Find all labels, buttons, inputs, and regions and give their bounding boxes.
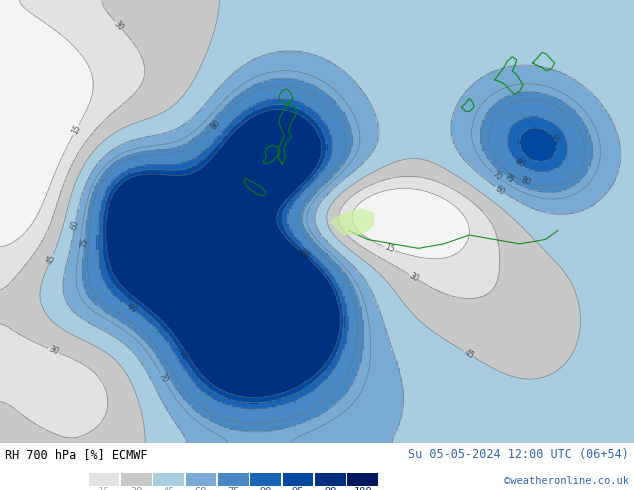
Text: 99: 99	[324, 487, 337, 490]
Text: 70: 70	[157, 371, 169, 385]
Bar	[121, 473, 152, 486]
Text: 70: 70	[490, 170, 503, 183]
Text: 30: 30	[407, 270, 420, 283]
Text: 80: 80	[209, 118, 223, 131]
Text: 30: 30	[48, 344, 60, 357]
Text: ©weatheronline.co.uk: ©weatheronline.co.uk	[504, 476, 629, 486]
Text: 95: 95	[292, 487, 304, 490]
Bar	[283, 473, 313, 486]
Text: 30: 30	[130, 487, 143, 490]
Text: 80: 80	[520, 176, 532, 188]
Bar	[250, 473, 281, 486]
Text: 60: 60	[195, 487, 207, 490]
Text: 60: 60	[70, 219, 81, 230]
Text: 99: 99	[297, 247, 310, 261]
Text: 75: 75	[79, 238, 89, 248]
Bar	[218, 473, 249, 486]
Text: 60: 60	[494, 184, 507, 197]
Text: 75: 75	[502, 172, 515, 185]
Text: 15: 15	[98, 487, 110, 490]
Text: 45: 45	[162, 487, 175, 490]
Polygon shape	[330, 208, 374, 235]
Text: 15: 15	[70, 123, 82, 136]
Text: 100: 100	[353, 487, 372, 490]
Text: 75: 75	[227, 487, 240, 490]
Bar	[347, 473, 378, 486]
Text: 45: 45	[45, 253, 57, 266]
Bar	[89, 473, 119, 486]
Text: 30: 30	[112, 19, 126, 33]
Text: 90: 90	[259, 487, 272, 490]
Text: 45: 45	[462, 348, 475, 361]
Text: RH 700 hPa [%] ECMWF: RH 700 hPa [%] ECMWF	[5, 448, 148, 461]
Text: 15: 15	[383, 243, 395, 254]
Text: 90: 90	[125, 302, 138, 315]
Text: Su 05-05-2024 12:00 UTC (06+54): Su 05-05-2024 12:00 UTC (06+54)	[408, 448, 629, 461]
Bar	[186, 473, 216, 486]
Text: 90: 90	[513, 157, 526, 170]
Bar	[153, 473, 184, 486]
Bar	[315, 473, 346, 486]
Text: 95: 95	[548, 133, 560, 146]
Text: 95: 95	[176, 350, 189, 363]
